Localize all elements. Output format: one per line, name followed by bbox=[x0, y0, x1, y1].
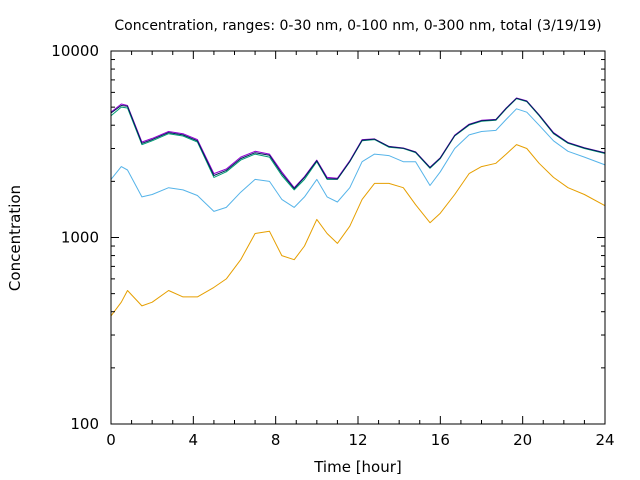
x-axis-label: Time [hour] bbox=[313, 458, 402, 476]
x-tick-label: 20 bbox=[513, 431, 532, 449]
y-axis-label: Concentration bbox=[6, 185, 24, 291]
x-tick-label: 8 bbox=[271, 431, 281, 449]
tick-labels-layer: 0 4 8 12 16 20 24 100 1000 10000 bbox=[51, 42, 614, 449]
y-tick-label: 10000 bbox=[51, 42, 99, 60]
series-line-1 bbox=[110, 144, 606, 317]
x-tick-label: 24 bbox=[595, 431, 614, 449]
x-tick-label: 16 bbox=[431, 431, 450, 449]
x-tick-label: 0 bbox=[106, 431, 116, 449]
series-layer bbox=[110, 97, 606, 317]
x-tick-label: 12 bbox=[348, 431, 367, 449]
x-tick-label: 4 bbox=[189, 431, 199, 449]
series-line-2 bbox=[110, 108, 606, 212]
ticks-layer bbox=[110, 50, 606, 425]
y-tick-label: 1000 bbox=[61, 229, 99, 247]
series-line-5 bbox=[110, 97, 606, 190]
y-tick-label: 100 bbox=[70, 415, 99, 433]
chart-title: Concentration, ranges: 0-30 nm, 0-100 nm… bbox=[114, 18, 601, 34]
